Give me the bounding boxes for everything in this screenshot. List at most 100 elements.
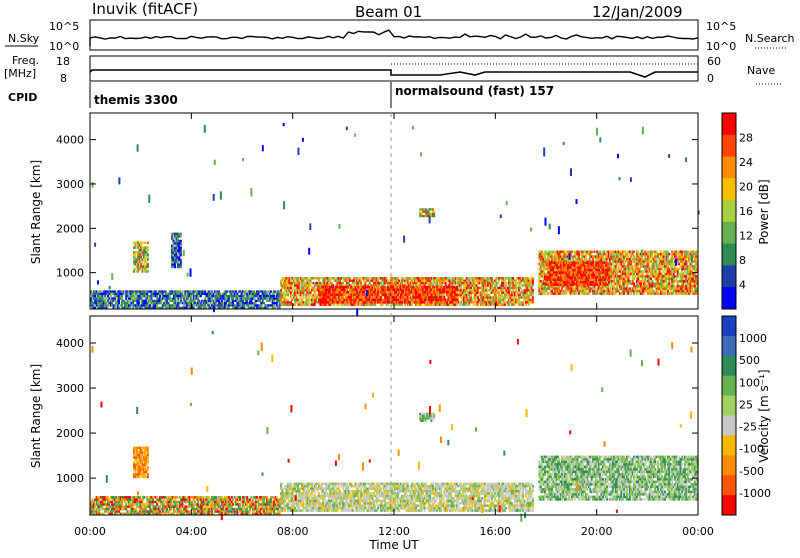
power-cell (573, 281, 575, 283)
power-cell (180, 254, 182, 256)
power-cell (174, 297, 176, 299)
power-cell (633, 283, 635, 286)
power-cell (626, 285, 628, 288)
power-cell (532, 296, 534, 298)
date-title: 12/Jan/2009 (592, 3, 683, 21)
power-cell (504, 301, 506, 303)
power-cell (449, 299, 451, 302)
power-cell (528, 287, 530, 289)
power-cell (290, 304, 292, 306)
power-cell (118, 300, 120, 302)
power-cell (683, 273, 685, 276)
power-cell (656, 270, 658, 273)
power-cell (508, 304, 510, 306)
power-cell (377, 280, 379, 282)
power-cell (318, 280, 320, 282)
power-cell (673, 285, 675, 288)
power-cell (436, 294, 438, 297)
power-cell (620, 263, 622, 266)
power-cell (494, 287, 496, 289)
power-cell (141, 242, 143, 244)
power-cell (298, 287, 300, 289)
power-cell (401, 282, 403, 284)
power-cell (293, 287, 295, 289)
power-cell (478, 299, 480, 301)
power-cell (605, 281, 607, 283)
power-cell (486, 289, 488, 291)
power-cell (400, 289, 402, 292)
power-cell (146, 268, 148, 270)
power-cell (369, 277, 371, 279)
power-cell (456, 289, 458, 292)
power-cell (528, 304, 530, 306)
power-cell (452, 277, 454, 279)
power-cell (524, 294, 526, 296)
power-cell (564, 276, 566, 278)
power-cell (418, 286, 420, 289)
power-cell (660, 251, 662, 254)
power-cell (379, 294, 381, 297)
power-cell (410, 294, 412, 297)
power-cell (473, 301, 475, 303)
power-cell (139, 268, 141, 270)
power-cell (505, 284, 507, 286)
power-cell (659, 265, 661, 268)
power-cell (622, 275, 624, 278)
power-cell (543, 270, 545, 273)
power-cell (661, 268, 663, 271)
power-cell (511, 294, 513, 296)
power-cell (550, 281, 552, 283)
power-cell (419, 294, 421, 297)
power-cell (668, 283, 670, 286)
power-cell (491, 280, 493, 282)
power-cell (550, 271, 552, 273)
power-cell (283, 292, 285, 294)
power-cell (143, 263, 145, 265)
power-cell (630, 255, 632, 258)
power-cell (673, 278, 675, 281)
power-cell (571, 276, 573, 278)
power-cell (657, 255, 659, 258)
power-cell (428, 289, 430, 292)
power-cell (613, 285, 615, 288)
power-cell (578, 255, 580, 258)
power-cell (484, 299, 486, 301)
power-cell (180, 261, 182, 263)
power-cell (177, 238, 179, 240)
power-cell (650, 260, 652, 263)
power-cell (497, 282, 499, 284)
power-cell (359, 291, 361, 294)
power-cell (140, 263, 142, 265)
power-cell (578, 292, 580, 295)
power-cell (587, 284, 589, 286)
power-cell (355, 299, 357, 302)
power-cell (319, 294, 321, 297)
power-cell (632, 265, 634, 268)
power-cell (104, 300, 106, 302)
power-cell (470, 296, 472, 298)
power-cell (632, 280, 634, 283)
power-cell (548, 258, 550, 261)
power-cell (580, 269, 582, 271)
power-cell (476, 284, 478, 286)
power-cell (140, 244, 142, 246)
power-cell (355, 301, 357, 304)
power-cell (428, 301, 430, 304)
power-cell (326, 282, 328, 284)
power-cell (410, 277, 412, 279)
power-cell (565, 292, 567, 295)
power-cell (144, 258, 146, 260)
power-cell (432, 299, 434, 302)
power-cell (364, 282, 366, 284)
power-cell (193, 304, 195, 306)
power-cell (384, 286, 386, 289)
power-cell (456, 286, 458, 289)
power-cell (607, 262, 609, 264)
power-cell (663, 270, 665, 273)
power-cell (685, 275, 687, 278)
power-cell (397, 289, 399, 292)
power-cell (636, 292, 638, 295)
power-cell (619, 270, 621, 273)
power-cell (156, 304, 158, 306)
power-cell (408, 296, 410, 299)
